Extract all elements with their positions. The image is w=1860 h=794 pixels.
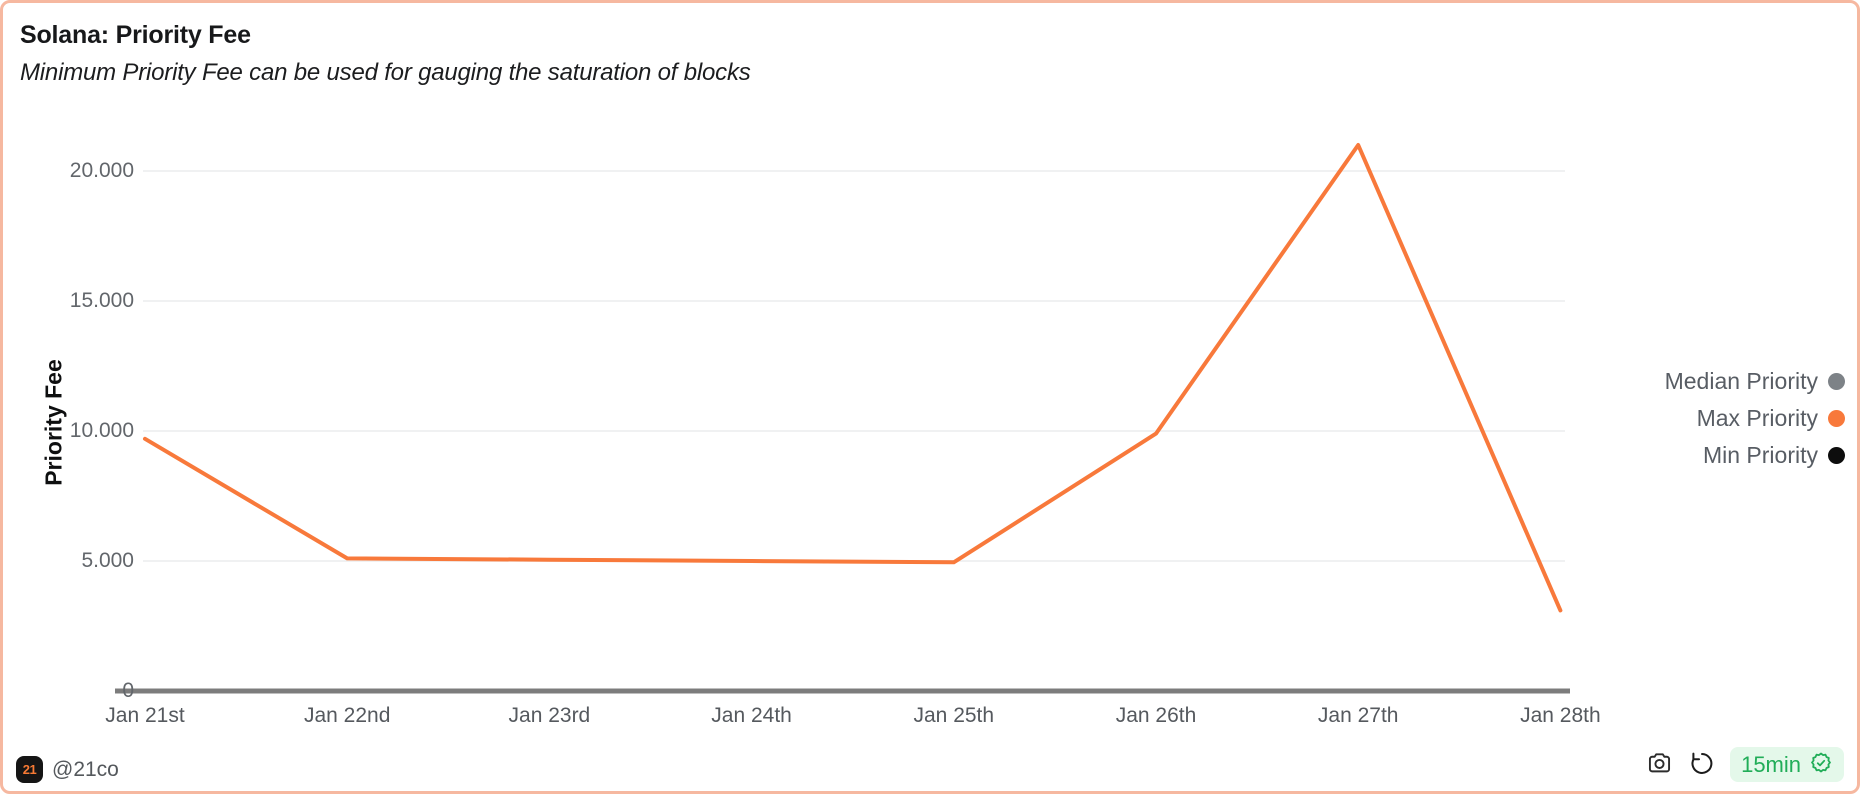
camera-icon — [1646, 750, 1673, 780]
reset-zoom-button[interactable] — [1688, 750, 1715, 780]
attribution[interactable]: 21 @21co — [16, 756, 119, 783]
x-tick-label: Jan 26th — [1115, 704, 1197, 727]
camera-snapshot-button[interactable] — [1646, 750, 1673, 780]
legend-color-dot — [1828, 373, 1845, 390]
refresh-interval-badge[interactable]: 15min — [1730, 747, 1844, 782]
21co-logo-icon[interactable]: 21 — [16, 756, 43, 783]
line-chart-canvas — [115, 143, 1570, 694]
chart-subtitle: Minimum Priority Fee can be used for gau… — [20, 59, 751, 86]
chart-title: Solana: Priority Fee — [20, 21, 251, 49]
x-tick-label: Jan 28th — [1520, 704, 1601, 727]
legend-item-median-priority[interactable]: Median Priority — [1665, 368, 1845, 395]
verified-seal-icon — [1809, 751, 1833, 778]
x-tick-label: Jan 22nd — [303, 704, 391, 727]
refresh-interval-text: 15min — [1741, 751, 1801, 777]
series-line-max-priority — [143, 143, 1563, 613]
legend-item-label: Median Priority — [1664, 368, 1818, 394]
legend-item-min-priority[interactable]: Min Priority — [1703, 442, 1845, 469]
legend-color-dot — [1828, 447, 1845, 464]
y-tick-label: 0 — [122, 679, 134, 702]
undo-refresh-icon — [1688, 750, 1715, 780]
y-tick-label: 15.000 — [69, 289, 134, 312]
legend-item-label: Max Priority — [1696, 405, 1818, 431]
chart-plot-area: 20.000 15.000 10.000 5.000 0 Jan 21st Jan 22nd… — [3, 3, 1857, 791]
x-tick-label: Jan 21st — [105, 704, 185, 727]
y-tick-label: 20.000 — [69, 159, 134, 182]
legend-color-dot — [1828, 410, 1845, 427]
author-handle: @21co — [52, 757, 119, 781]
x-tick-label: Jan 27th — [1317, 704, 1399, 727]
y-axis-label: Priority Fee — [40, 359, 67, 486]
x-tick-label: Jan 25th — [913, 704, 995, 727]
y-tick-label: 10.000 — [69, 419, 134, 442]
x-tick-label: Jan 23rd — [508, 704, 591, 727]
chart-toolbar: 15min — [1646, 747, 1844, 782]
legend-item-max-priority[interactable]: Max Priority — [1697, 405, 1845, 432]
legend-item-label: Min Priority — [1702, 442, 1818, 468]
y-tick-label: 5.000 — [81, 549, 134, 572]
chart-header: Solana: Priority Fee Minimum Priority Fe… — [20, 21, 751, 87]
x-tick-label: Jan 24th — [711, 704, 792, 727]
chart-legend: Median Priority Max Priority Min Priority — [1665, 368, 1845, 479]
